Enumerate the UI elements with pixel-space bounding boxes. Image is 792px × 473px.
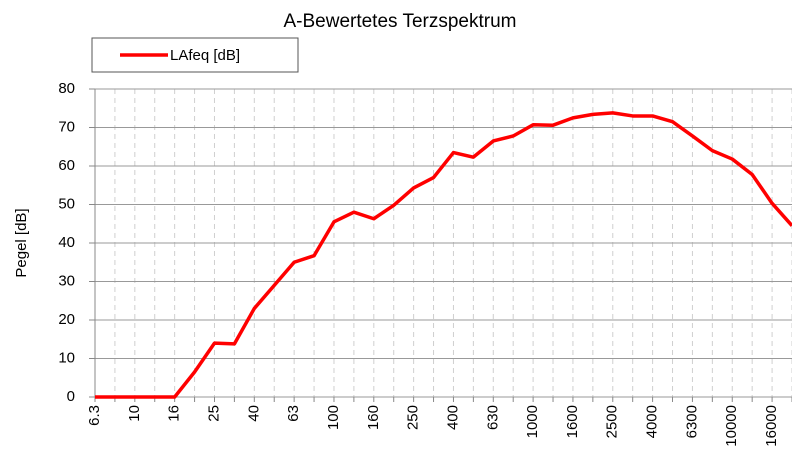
- y-tick-label: 50: [58, 195, 75, 212]
- chart-title: A-Bewertetes Terzspektrum: [283, 11, 516, 32]
- x-tick-label: 160: [365, 405, 382, 430]
- x-tick-label: 630: [484, 405, 501, 430]
- x-tick-label: 1000: [524, 405, 541, 438]
- y-tick-label: 40: [58, 234, 75, 251]
- x-tick-label: 2500: [604, 405, 621, 438]
- x-tick-label: 40: [245, 405, 262, 422]
- x-tick-label: 25: [205, 405, 222, 422]
- x-tick-label: 4000: [644, 405, 661, 438]
- y-tick-label: 80: [58, 80, 75, 97]
- y-tick-label: 20: [58, 311, 75, 328]
- y-tick-label: 0: [67, 388, 75, 405]
- y-tick-label: 70: [58, 118, 75, 135]
- y-tick-label: 10: [58, 349, 75, 366]
- x-tick-label: 16000: [763, 405, 780, 447]
- line-series: [95, 111, 792, 399]
- legend-label: LAfeq [dB]: [170, 47, 240, 64]
- x-tick-label: 250: [405, 405, 422, 430]
- x-tick-label: 400: [444, 405, 461, 430]
- y-tick-label: 30: [58, 272, 75, 289]
- x-tick-label: 6.3: [86, 405, 103, 426]
- x-tick-label: 10000: [723, 405, 740, 447]
- y-axis-label: Pegel [dB]: [13, 208, 30, 277]
- y-tick-label: 60: [58, 157, 75, 174]
- x-tick-label: 10: [126, 405, 143, 422]
- x-tick-label: 1600: [564, 405, 581, 438]
- x-tick-label: 6300: [683, 405, 700, 438]
- x-tick-label: 63: [285, 405, 302, 422]
- x-tick-label: 100: [325, 405, 342, 430]
- x-tick-label: 16: [166, 405, 183, 422]
